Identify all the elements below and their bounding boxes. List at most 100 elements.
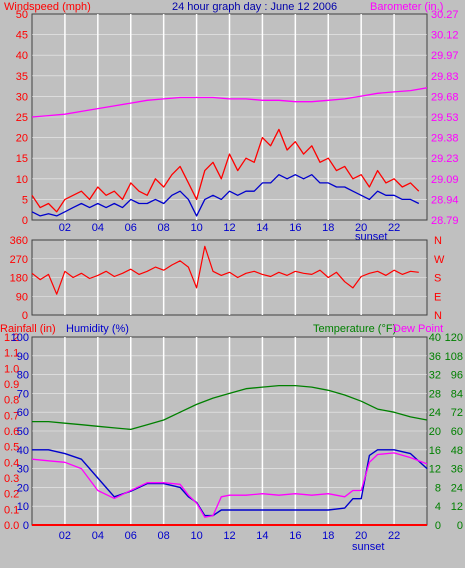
top-series	[31, 87, 428, 217]
temperature-outer-label: 84	[451, 388, 463, 400]
hour-tick-label: 20	[355, 530, 367, 542]
temperature-outer-label: 12	[451, 501, 463, 513]
rainfall-tick-label: 0.9	[4, 379, 19, 391]
wind-gust-line	[31, 174, 420, 217]
temperature-inner-label: 0	[435, 520, 441, 532]
top-hour-labels: 02 04 06 08 10 12 14 16 18 20 22	[59, 222, 400, 234]
direction-degree-label: 360	[10, 235, 28, 247]
barometer-tick-label: 29.23	[431, 153, 459, 165]
rainfall-tick-label: 0.3	[4, 473, 19, 485]
humidity-tick-label: 60	[17, 407, 29, 419]
humidity-axis-title: Humidity (%)	[66, 323, 129, 335]
hour-tick-label: 04	[92, 222, 104, 234]
humidity-tick-label: 90	[17, 351, 29, 363]
rainfall-tick-label: 0.6	[4, 426, 19, 438]
graph-title: 24 hour graph day : June 12 2006	[172, 1, 337, 13]
bottom-series	[31, 384, 428, 526]
windspeed-tick-label: 25	[16, 112, 28, 124]
barometer-axis-title: Barometer (in.)	[370, 1, 443, 13]
mid-series	[31, 245, 419, 295]
rainfall-tick-label: 0.8	[4, 395, 19, 407]
hour-tick-label: 10	[190, 530, 202, 542]
windspeed-tick-label: 15	[16, 153, 28, 165]
rainfall-tick-label: 0.2	[4, 489, 19, 501]
direction-compass-label: S	[434, 273, 441, 285]
humidity-tick-label: 10	[17, 501, 29, 513]
barometer-tick-label: 29.83	[431, 71, 459, 83]
barometer-tick-label: 29.09	[431, 174, 459, 186]
barometer-tick-label: 29.53	[431, 112, 459, 124]
barometer-line	[31, 87, 428, 118]
temperature-outer-label: 24	[451, 482, 463, 494]
temperature-inner-label: 8	[435, 482, 441, 494]
temperature-inner-label: 16	[429, 445, 441, 457]
rainfall-axis-title: Rainfall (in)	[0, 323, 56, 335]
barometer-tick-label: 29.97	[431, 50, 459, 62]
hour-tick-label: 10	[190, 222, 202, 234]
windspeed-line	[31, 128, 420, 213]
temperature-outer-label: 0	[457, 520, 463, 532]
windspeed-tick-label: 5	[22, 194, 28, 206]
hour-tick-label: 08	[158, 222, 170, 234]
windspeed-tick-label: 10	[16, 174, 28, 186]
barometer-tick-label: 30.27	[431, 9, 459, 21]
direction-compass-label: W	[434, 254, 445, 266]
bottom-sunset-label: sunset	[352, 541, 384, 553]
hour-tick-label: 14	[256, 530, 268, 542]
hour-tick-label: 22	[388, 530, 400, 542]
humidity-tick-label: 50	[17, 426, 29, 438]
rainfall-tick-label: 0.4	[4, 457, 19, 469]
temperature-outer-label: 36	[451, 464, 463, 476]
direction-degree-label: 0	[22, 310, 28, 322]
dewpoint-line	[31, 452, 428, 518]
rainfall-tick-label: 0.5	[4, 442, 19, 454]
barometer-tick-label: 30.12	[431, 30, 459, 42]
rainfall-tick-label: 1.2	[4, 332, 19, 344]
hour-tick-label: 02	[59, 222, 71, 234]
direction-degree-label: 270	[10, 254, 28, 266]
humidity-tick-label: 40	[17, 445, 29, 457]
hour-tick-label: 08	[158, 530, 170, 542]
hour-tick-label: 16	[289, 530, 301, 542]
temperature-inner-label: 32	[429, 370, 441, 382]
humidity-tick-label: 20	[17, 482, 29, 494]
direction-compass-label: E	[434, 291, 441, 303]
hour-tick-label: 12	[223, 530, 235, 542]
windspeed-tick-label: 20	[16, 133, 28, 145]
temperature-inner-label: 28	[429, 388, 441, 400]
direction-degree-ticks: 360 270 180 90 0	[10, 235, 28, 322]
windspeed-tick-label: 40	[16, 50, 28, 62]
hour-tick-label: 20	[355, 222, 367, 234]
top-sunset-label: sunset	[355, 231, 387, 243]
windspeed-tick-label: 45	[16, 30, 28, 42]
direction-degree-label: 90	[16, 291, 28, 303]
temperature-inner-label: 36	[429, 351, 441, 363]
windspeed-tick-label: 50	[16, 9, 28, 21]
humidity-tick-label: 70	[17, 388, 29, 400]
temperature-inner-label: 24	[429, 407, 441, 419]
hour-tick-label: 12	[223, 222, 235, 234]
humidity-tick-label: 100	[11, 332, 29, 344]
barometer-axis-ticks: 30.27 30.12 29.97 29.83 29.68 29.53 29.38 29.23…	[431, 9, 459, 227]
direction-compass-label: N	[434, 235, 442, 247]
windspeed-tick-label: 30	[16, 91, 28, 103]
rainfall-tick-label: 0.1	[4, 504, 19, 516]
rainfall-tick-label: 1.1	[4, 348, 19, 360]
temperature-outer-label: 72	[451, 407, 463, 419]
rainfall-axis-ticks: 1.2 1.1 1.0 0.9 0.8 0.7 0.6 0.5 0.4 0.3 0.2 0.1 0.0	[4, 332, 19, 532]
temperature-inner-label: 20	[429, 426, 441, 438]
rainfall-tick-label: 0.0	[4, 520, 19, 532]
wind-direction-line	[31, 245, 419, 295]
hour-tick-label: 18	[322, 530, 334, 542]
hour-tick-label: 22	[388, 222, 400, 234]
hour-tick-label: 16	[289, 222, 301, 234]
temperature-axis-title: Temperature (°F)	[313, 323, 396, 335]
humidity-tick-label: 0	[23, 520, 29, 532]
